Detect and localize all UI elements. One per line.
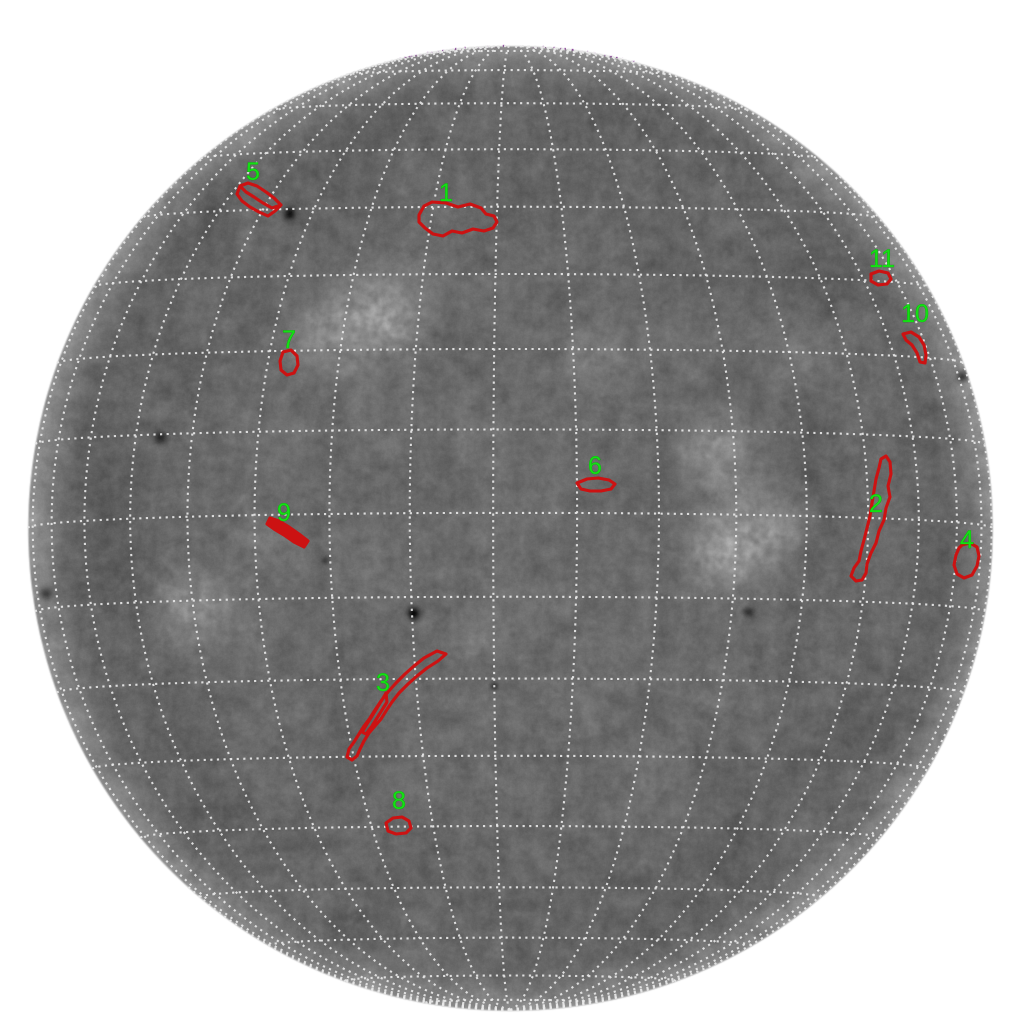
grid-line [408,44,511,1011]
grid-line [509,174,993,1011]
grid-line [56,677,964,694]
filament-label-11: 11 [869,245,895,273]
filament-label-2: 2 [869,490,883,518]
grid-line [187,885,511,1011]
grid-line [509,45,870,1011]
grid-line [509,44,660,1011]
filament-label-7: 7 [282,326,296,354]
filament-label-6: 6 [588,452,602,480]
grid-line [509,44,579,1011]
grid-line [509,45,920,1011]
filament-label-3: 3 [376,669,390,697]
grid-line [509,45,738,1011]
grid-line [186,45,511,1011]
filament-contour-10 [901,330,928,365]
grid-line [140,205,880,219]
filament-contour-5 [235,181,283,218]
filament-label-9: 9 [277,499,291,527]
filament-contour-3 [345,649,448,762]
grid-line [345,69,675,76]
grid-line [139,825,881,839]
filament-label-10: 10 [901,300,929,328]
filament-contour-11 [869,269,893,287]
grid-line [31,57,511,1011]
filament-label-4: 4 [960,526,974,554]
filament-contours [235,181,981,836]
grid-line [509,45,808,1011]
filament-contour-1 [417,200,499,238]
grid-line [34,595,986,613]
filament-contour-2 [849,454,893,583]
filament-contour-6 [575,476,617,493]
grid-line [199,886,821,899]
grid-line [269,102,751,112]
grid-line [509,50,983,1011]
filament-contour-8 [384,815,413,836]
grid-line [253,45,511,1011]
grid-line [200,148,820,160]
grid-line [83,45,511,1011]
grid-line [509,46,958,1011]
grid-line [91,754,929,770]
grid-line [34,428,986,445]
grid-line [27,511,993,529]
grid-line [328,44,511,1011]
grid-line [343,974,677,982]
filament-contour-4 [952,541,981,580]
filament-label-5: 5 [246,158,260,186]
grid-line [56,347,964,364]
grid-line [92,272,928,288]
grid-line [492,45,511,1011]
filament-label-8: 8 [392,787,406,815]
heliographic-grid [27,44,993,1012]
filament-contour-9 [265,516,310,549]
grid-line [267,936,753,947]
filament-contour-7 [278,348,300,377]
filament-label-1: 1 [439,179,453,207]
grid-line [50,47,511,1011]
